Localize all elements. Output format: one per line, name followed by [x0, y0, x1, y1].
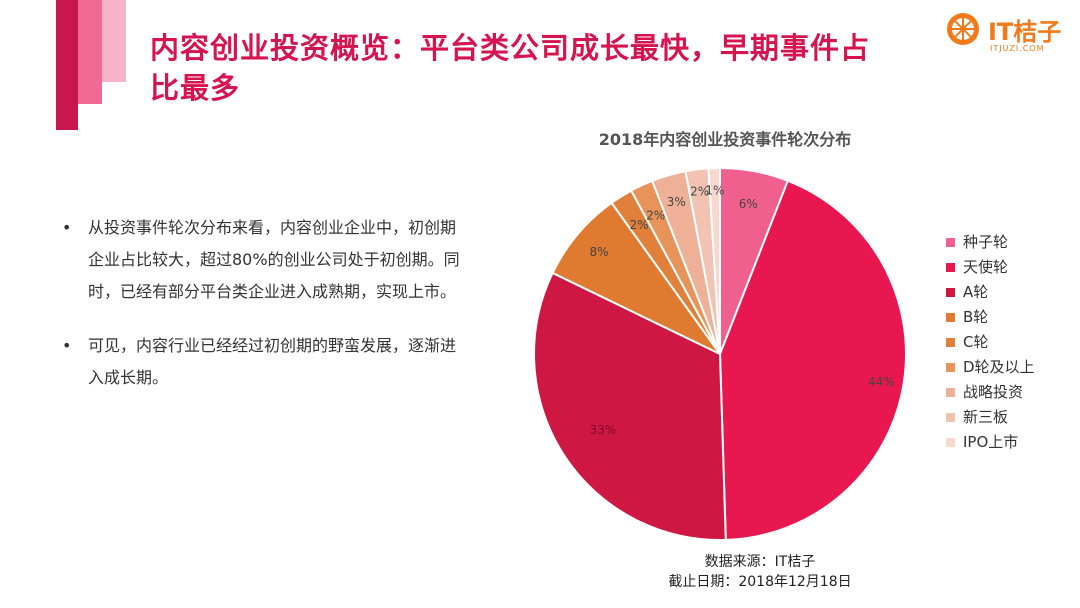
- legend-label: 天使轮: [963, 258, 1009, 276]
- legend-item: D轮及以上: [946, 355, 1035, 380]
- bullet-text: 从投资事件轮次分布来看，内容创业企业中，初创期企业占比较大，超过80%的创业公司…: [88, 218, 460, 301]
- logo-url: ITJUZI.COM: [990, 44, 1045, 53]
- pie-label-1: 44%: [868, 375, 895, 389]
- bullet-list: • 从投资事件轮次分布来看，内容创业企业中，初创期企业占比较大，超过80%的创业…: [62, 212, 462, 416]
- legend-label: B轮: [963, 308, 989, 326]
- source-note: 数据来源：IT桔子 截止日期：2018年12月18日: [640, 552, 880, 592]
- legend-label: 战略投资: [963, 383, 1024, 401]
- legend-swatch: [946, 313, 955, 322]
- legend-swatch: [946, 438, 955, 447]
- bullet-marker: •: [62, 336, 72, 355]
- pie-label-4: 2%: [629, 218, 648, 232]
- bullet-item: • 可见，内容行业已经经过初创期的野蛮发展，逐渐进入成长期。: [62, 330, 462, 394]
- legend-swatch: [946, 288, 955, 297]
- bullet-item: • 从投资事件轮次分布来看，内容创业企业中，初创期企业占比较大，超过80%的创业…: [62, 212, 462, 308]
- legend-item: 种子轮: [946, 230, 1035, 255]
- legend-label: IPO上市: [963, 433, 1019, 451]
- legend-swatch: [946, 413, 955, 422]
- date-line: 截止日期：2018年12月18日: [668, 574, 852, 590]
- legend-label: 种子轮: [963, 233, 1009, 251]
- pie-label-0: 6%: [739, 197, 758, 211]
- itjuzi-logo: IT桔子 ITJUZI.COM: [946, 10, 1066, 54]
- legend-swatch: [946, 388, 955, 397]
- pie-slice-8: [707, 166, 721, 355]
- legend-swatch: [946, 338, 955, 347]
- legend-item: 战略投资: [946, 380, 1035, 405]
- pie-label-5: 2%: [646, 209, 665, 223]
- logo-name: IT桔子: [988, 18, 1062, 46]
- bullet-marker: •: [62, 218, 72, 237]
- legend-item: B轮: [946, 305, 1035, 330]
- decor-bar-dark: [56, 0, 78, 130]
- legend-item: IPO上市: [946, 430, 1035, 455]
- decor-bar-light: [102, 0, 126, 82]
- legend-label: A轮: [963, 283, 989, 301]
- legend-item: C轮: [946, 330, 1035, 355]
- pie-label-6: 3%: [667, 195, 686, 209]
- legend-item: 天使轮: [946, 255, 1035, 280]
- orange-slice-icon: [947, 13, 979, 45]
- pie-slice-3: [551, 201, 721, 355]
- legend-label: D轮及以上: [963, 358, 1035, 376]
- legend-item: 新三板: [946, 405, 1035, 430]
- pie-slice-2: [533, 271, 727, 541]
- legend-item: A轮: [946, 280, 1035, 305]
- bullet-text: 可见，内容行业已经经过初创期的野蛮发展，逐渐进入成长期。: [88, 336, 457, 387]
- chart-title: 2018年内容创业投资事件轮次分布: [598, 130, 852, 149]
- pie-label-2: 33%: [590, 423, 617, 437]
- legend-label: 新三板: [963, 408, 1009, 426]
- source-line: 数据来源：IT桔子: [704, 554, 816, 570]
- pie-label-7: 2%: [690, 185, 709, 199]
- decor-bar-medium: [78, 0, 102, 104]
- legend-swatch: [946, 238, 955, 247]
- legend-swatch: [946, 363, 955, 372]
- pie-label-3: 8%: [590, 245, 609, 259]
- pie-slice-1: [718, 179, 907, 541]
- legend-swatch: [946, 263, 955, 272]
- legend-label: C轮: [963, 333, 989, 351]
- pie-label-8: 1%: [705, 183, 724, 197]
- chart-legend: 种子轮天使轮 A轮 B轮 C轮 D轮及以上战略投资新三板 IPO上市: [946, 230, 1035, 455]
- slide-title: 内容创业投资概览：平台类公司成长最快，早期事件占比最多: [150, 31, 871, 105]
